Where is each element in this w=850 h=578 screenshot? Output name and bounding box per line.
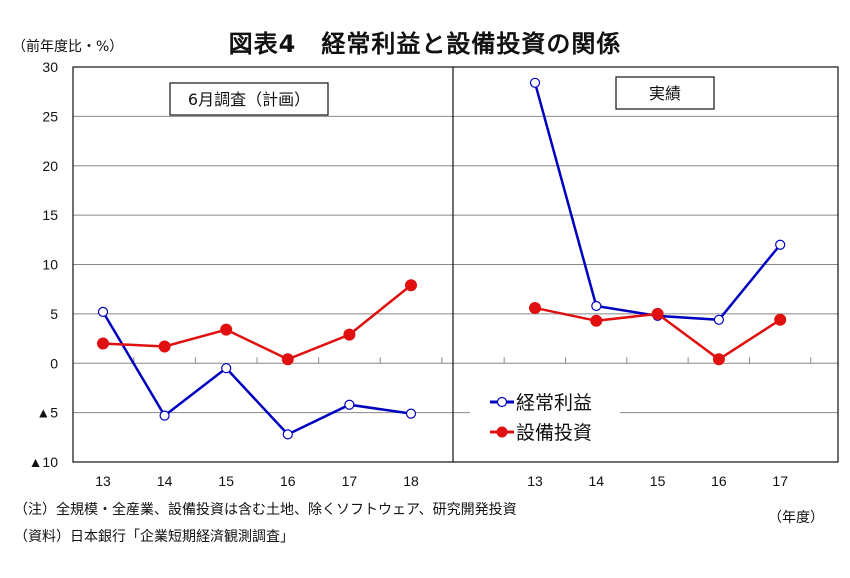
x-tick-label: 13 <box>527 473 543 489</box>
data-point-profit <box>344 399 355 410</box>
panel-label-box <box>169 82 329 116</box>
series-line-profit <box>101 311 412 436</box>
data-point-capex <box>405 279 417 292</box>
y-tick-label: ▲10 <box>29 454 59 470</box>
y-tick-label: 20 <box>42 158 58 174</box>
source-text: （資料）日本銀行「企業短期経済観測調査」 <box>14 529 294 545</box>
x-tick-label: 16 <box>711 473 727 489</box>
x-tick-label: 17 <box>342 473 358 489</box>
data-point-capex <box>220 323 233 336</box>
data-point-capex <box>651 307 664 320</box>
series-line-capex <box>102 284 412 361</box>
x-tick-label: 15 <box>218 473 234 489</box>
data-point-profit <box>405 408 417 419</box>
data-point-capex <box>158 340 171 353</box>
data-point-capex <box>774 313 787 326</box>
data-point-profit <box>591 300 602 312</box>
legend-marker-capex <box>496 426 508 438</box>
data-point-profit <box>529 77 541 88</box>
data-point-profit <box>221 363 232 374</box>
data-point-capex <box>343 328 356 341</box>
x-axis-unit-label: （年度） <box>768 510 824 526</box>
y-tick-label: 10 <box>42 257 58 273</box>
x-tick-label: 18 <box>403 473 419 489</box>
chart-title: 図表4 経常利益と設備投資の関係 <box>228 30 622 58</box>
legend-background <box>470 383 620 451</box>
data-point-capex <box>590 314 603 327</box>
y-tick-label: 5 <box>50 306 58 322</box>
y-tick-label: 15 <box>42 207 58 223</box>
legend-marker-profit <box>496 396 508 408</box>
data-point-profit <box>159 410 170 421</box>
data-point-profit <box>775 239 786 250</box>
panel-label-box <box>615 76 715 110</box>
data-point-profit <box>282 429 293 440</box>
panel-label: 6月調査（計画） <box>188 90 310 109</box>
panel-label: 実績 <box>649 84 681 103</box>
data-point-profit <box>713 314 725 325</box>
series-line-profit <box>533 82 782 322</box>
y-axis-unit-label: （前年度比・%） <box>12 39 124 55</box>
data-point-capex <box>712 353 725 366</box>
note-text: （注）全規模・全産業、設備投資は含む土地、除くソフトウェア、研究開発投資 <box>14 502 517 518</box>
x-tick-label: 16 <box>280 473 296 489</box>
y-tick-label: 30 <box>42 59 58 75</box>
data-point-capex <box>529 301 541 314</box>
x-tick-label: 13 <box>95 473 111 489</box>
y-tick-label: 0 <box>50 355 58 371</box>
plot-border <box>72 66 839 463</box>
data-point-profit <box>97 306 109 317</box>
data-point-capex <box>281 353 294 366</box>
y-tick-label: ▲5 <box>36 405 58 421</box>
x-tick-label: 15 <box>650 473 666 489</box>
data-point-capex <box>97 337 109 350</box>
x-tick-label: 14 <box>589 473 605 489</box>
x-tick-label: 17 <box>772 473 788 489</box>
legend-label: 経常利益 <box>516 392 592 414</box>
x-tick-label: 14 <box>157 473 173 489</box>
legend-label: 設備投資 <box>516 422 592 444</box>
y-tick-label: 25 <box>42 108 58 124</box>
